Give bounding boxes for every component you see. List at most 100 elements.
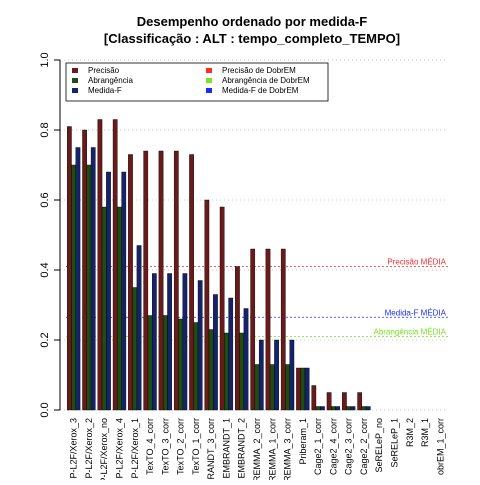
bar-medida-f-8	[182, 273, 188, 411]
x-tick-label: Cage2_1_corr	[313, 418, 323, 475]
x-tick-label: RANDT_3_corr	[206, 418, 216, 480]
x-tick-label: SeRELeP_1	[390, 418, 400, 468]
legend-label: Medida-F	[88, 86, 122, 95]
chart-subtitle: [Classificação : ALT : tempo_completo_TE…	[104, 31, 400, 46]
bar-medida-f-19	[350, 406, 356, 411]
bar-precis-o-10	[204, 199, 210, 411]
bar-precis-o-11	[219, 206, 225, 411]
x-tick-label: TexTO_2_corr	[176, 418, 186, 475]
bar-precis-o-7	[158, 150, 164, 411]
bar-medida-f-11	[228, 297, 234, 411]
bar-medida-f-4	[121, 171, 127, 411]
bar-medida-f-2	[90, 147, 96, 411]
bar-precis-o-13	[250, 248, 256, 411]
bar-medida-f-1	[75, 147, 81, 411]
bar-precis-o-14	[265, 248, 271, 411]
legend-swatch	[72, 78, 78, 83]
legend-swatch	[206, 88, 212, 93]
y-tick-label: 0.0	[39, 402, 51, 417]
legend-label: Precisão	[88, 66, 120, 75]
bar-medida-f-7	[167, 273, 172, 411]
bar-precis-o-6	[143, 150, 149, 411]
bar-precis-o-19	[342, 392, 347, 411]
bars	[66, 119, 371, 411]
x-tick-label: Cage2_2_corr	[359, 418, 369, 475]
bar-abrang-ncia-13	[254, 364, 260, 411]
legend-label: Medida-F de DobrEM	[222, 86, 299, 95]
bar-abrang-ncia-9	[193, 322, 199, 411]
x-tick-label: Priberam_1	[298, 418, 308, 465]
x-tick-label: TexTO_4_corr	[145, 418, 155, 475]
bar-abrang-ncia-10	[208, 329, 214, 411]
bar-abrang-ncia-20	[361, 406, 367, 411]
y-axis: 0.0 0.2 0.4 0.6 0.8 1.0	[39, 52, 60, 418]
reference-lines: Precisão MÉDIA Medida-F MÉDIA Abrangência …	[66, 258, 448, 337]
y-tick-label: 0.8	[39, 122, 51, 137]
bar-abrang-ncia-12	[239, 332, 245, 411]
x-tick-label: P-L2F/Xerox_3	[69, 418, 79, 479]
x-tick-label: P-L2F/Xerox_no	[99, 418, 109, 480]
y-tick-label: 0.2	[39, 332, 51, 347]
x-tick-label: R3M_2	[405, 418, 415, 447]
x-tick-label: P-L2F/Xerox_2	[84, 418, 94, 479]
bar-abrang-ncia-18	[331, 406, 336, 411]
x-tick-label: EMBRANDT_1	[221, 418, 231, 479]
x-tick-label: EMBRANDT_2	[237, 418, 247, 479]
y-tick-label: 0.6	[39, 192, 51, 207]
bar-abrang-ncia-7	[162, 315, 168, 411]
x-tick-label: REMMA_1_corr	[267, 418, 277, 480]
bar-precis-o-17	[311, 385, 317, 411]
bar-precis-o-5	[128, 154, 133, 411]
bar-precis-o-8	[173, 150, 179, 411]
bar-precis-o-15	[280, 248, 286, 411]
bar-medida-f-13	[258, 339, 264, 411]
legend-swatch	[72, 88, 78, 93]
x-tick-label: obrEM_1_corr	[435, 418, 445, 475]
x-tick-label: Cage2_3_corr	[344, 418, 354, 475]
bar-abrang-ncia-16	[300, 367, 306, 411]
bar-precis-o-4	[112, 119, 118, 411]
bar-abrang-ncia-6	[147, 315, 153, 411]
x-tick-label: Cage2_4_corr	[328, 418, 338, 475]
y-tick-label: 0.4	[39, 262, 51, 277]
reference-line-label: Precisão MÉDIA	[387, 258, 446, 267]
bar-abrang-ncia-14	[269, 364, 275, 411]
bar-medida-f-9	[197, 280, 203, 411]
bar-medida-f-10	[213, 294, 218, 411]
bar-precis-o-16	[296, 367, 301, 411]
bar-medida-f-6	[151, 273, 157, 411]
bar-medida-f-14	[274, 339, 279, 411]
bar-abrang-ncia-5	[132, 287, 138, 411]
legend-label: Abrangência de DobrEM	[222, 76, 310, 85]
bar-precis-o-20	[357, 392, 363, 411]
bar-precis-o-1	[66, 126, 72, 411]
bar-abrang-ncia-1	[71, 164, 76, 411]
bar-precis-o-9	[189, 154, 194, 411]
bar-precis-o-2	[82, 129, 87, 411]
legend-label: Abrangência	[88, 76, 133, 85]
legend-swatch	[206, 78, 212, 83]
legend-swatch	[72, 68, 78, 73]
chart-title: Desempenho ordenado por medida-F	[137, 14, 367, 29]
reference-line-label: Medida-F MÉDIA	[385, 308, 447, 317]
bar-abrang-ncia-19	[346, 406, 352, 411]
bar-precis-o-12	[235, 266, 240, 411]
bar-medida-f-5	[136, 245, 142, 411]
bar-medida-f-20	[365, 406, 371, 411]
x-tick-label: P-L2F/Xerox_1	[130, 418, 140, 479]
reference-line-label: Abrangência MÉDIA	[374, 328, 447, 337]
legend-box	[65, 62, 329, 102]
bar-abrang-ncia-2	[86, 164, 92, 411]
bar-medida-f-17	[320, 406, 325, 411]
bar-precis-o-18	[326, 392, 332, 411]
bar-abrang-ncia-11	[224, 332, 229, 411]
y-tick-label: 1.0	[39, 52, 51, 67]
bar-medida-f-15	[289, 339, 295, 411]
x-tick-label: SeRELeP_no	[374, 418, 384, 473]
x-tick-label: TexTO_1_corr	[191, 418, 201, 475]
bar-abrang-ncia-15	[285, 364, 290, 411]
bar-medida-f-16	[304, 367, 310, 411]
bar-abrang-ncia-4	[117, 206, 122, 411]
